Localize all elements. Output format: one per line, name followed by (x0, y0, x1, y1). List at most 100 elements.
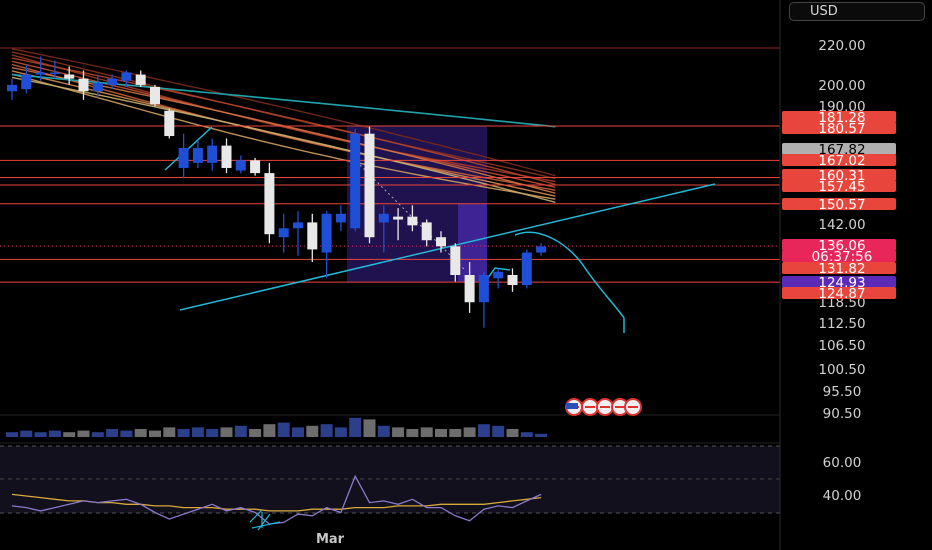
price-tick-label: 95.50 (823, 384, 862, 400)
volume-bar (149, 430, 161, 437)
candle-body (207, 145, 218, 163)
volume-bar (463, 427, 476, 437)
price-tags: 181.28180.57167.82167.02160.31157.45150.… (782, 110, 896, 302)
event-flags-icon (565, 398, 642, 416)
candle-body (92, 82, 103, 92)
price-tag-bg (782, 169, 896, 181)
price-tick-label: 220.00 (818, 38, 865, 54)
price-tag-label: 150.57 (818, 197, 865, 213)
candle-body (49, 72, 60, 75)
volume-bar (435, 429, 447, 437)
price-tag-label: 06:37:56 (812, 249, 873, 265)
price-tick-label: 200.00 (818, 78, 865, 94)
volume-bar (77, 430, 90, 437)
volume-bar (449, 429, 462, 437)
volume-bar (349, 417, 362, 437)
candle-body (507, 275, 518, 286)
volume-bar (177, 429, 190, 437)
volume-bar (163, 427, 176, 437)
candle-body (221, 145, 232, 168)
price-tag-bg (782, 276, 896, 288)
candle-body (150, 86, 160, 105)
ma-line (11, 73, 556, 200)
price-tag-label: 131.82 (818, 261, 865, 277)
volume-bar (120, 430, 133, 437)
ma-line (11, 48, 556, 177)
volume-bar (392, 427, 405, 437)
price-tag-bg (782, 262, 896, 274)
candle-body (278, 228, 289, 238)
volume-bar (306, 425, 319, 437)
volume-bar (106, 429, 119, 437)
rising-trendline (179, 183, 716, 311)
price-tag-bg (782, 111, 896, 123)
candle-body (121, 72, 132, 81)
candle-body (421, 222, 432, 241)
candle-body (436, 237, 446, 247)
volume-bar (406, 429, 419, 437)
flag-canton (566, 403, 578, 409)
rsi-tick-label: 60.00 (823, 455, 862, 471)
volume-bar (34, 432, 47, 437)
price-tag-label: 180.57 (818, 121, 865, 137)
candle-body (393, 216, 404, 220)
volume-bar (420, 427, 433, 437)
candle-body (35, 72, 46, 75)
price-tag-label: 124.87 (818, 286, 865, 302)
candle-body (235, 160, 246, 171)
candle-body (164, 110, 175, 137)
price-tag-bg (782, 250, 896, 262)
rsi-pane (0, 445, 780, 531)
candle-body (135, 74, 146, 85)
candle-body (321, 213, 332, 253)
volume-bars (6, 417, 548, 437)
volume-bar (377, 425, 390, 437)
candle-body (293, 222, 303, 229)
candle-body (178, 148, 189, 168)
rsi-tick-label: 40.00 (823, 488, 862, 504)
price-tag-bg (782, 287, 896, 299)
price-tag-label: 157.45 (818, 179, 865, 195)
candle-body (307, 222, 318, 250)
candle-body (350, 133, 361, 229)
volume-bar (48, 430, 61, 437)
candle-body (364, 133, 375, 238)
volume-bar (334, 427, 347, 437)
volume-bar (234, 425, 247, 437)
volume-bar (320, 424, 333, 437)
volume-bar (20, 430, 33, 437)
candle-body (464, 275, 475, 303)
price-tag-label: 167.02 (818, 153, 865, 169)
candle-body (107, 78, 118, 85)
volume-bar (363, 419, 376, 437)
candle-body (378, 213, 389, 223)
price-levels (0, 47, 780, 283)
volume-bar (477, 424, 490, 437)
candlestick-series (7, 56, 547, 328)
price-tick-label: 90.50 (823, 406, 862, 422)
candle-body (64, 74, 75, 79)
candle-body (450, 246, 461, 276)
price-tag-bg (782, 143, 896, 155)
projection-path (514, 231, 625, 333)
price-tick-label: 112.50 (818, 316, 865, 332)
price-tag-bg (782, 154, 896, 166)
price-tick-label: 142.00 (818, 217, 865, 233)
currency-button[interactable]: USD (789, 2, 925, 21)
candle-body (78, 78, 89, 92)
rsi-divergence-mark (249, 509, 281, 531)
volume-bar (506, 429, 519, 437)
price-tag-bg (782, 198, 896, 210)
candle-body (250, 160, 261, 174)
candle-body (521, 252, 532, 286)
volume-bar (220, 427, 233, 437)
volume-bar (6, 432, 18, 437)
candle-body (21, 74, 32, 90)
volume-bar (263, 424, 276, 437)
candle-body (536, 246, 547, 253)
volume-bar (520, 432, 533, 437)
candle-body (478, 275, 489, 303)
volume-bar (292, 427, 304, 437)
volume-bar (63, 432, 76, 437)
